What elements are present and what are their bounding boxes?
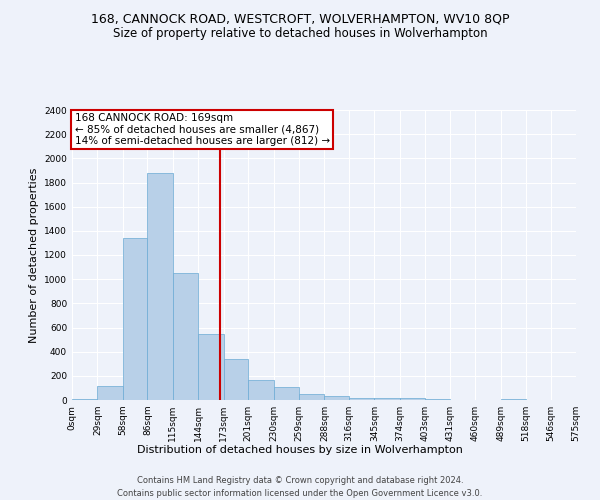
Bar bbox=[374, 398, 400, 400]
Text: Contains HM Land Registry data © Crown copyright and database right 2024.: Contains HM Land Registry data © Crown c… bbox=[137, 476, 463, 485]
Text: Distribution of detached houses by size in Wolverhampton: Distribution of detached houses by size … bbox=[137, 445, 463, 455]
Bar bbox=[198, 334, 224, 400]
Bar bbox=[349, 398, 374, 400]
Bar bbox=[325, 396, 349, 400]
Text: Contains public sector information licensed under the Open Government Licence v3: Contains public sector information licen… bbox=[118, 488, 482, 498]
Bar bbox=[173, 273, 198, 400]
Bar bbox=[299, 394, 325, 400]
Text: 168 CANNOCK ROAD: 169sqm
← 85% of detached houses are smaller (4,867)
14% of sem: 168 CANNOCK ROAD: 169sqm ← 85% of detach… bbox=[74, 113, 329, 146]
Y-axis label: Number of detached properties: Number of detached properties bbox=[29, 168, 38, 342]
Bar bbox=[400, 398, 425, 400]
Bar bbox=[274, 388, 299, 400]
Text: Size of property relative to detached houses in Wolverhampton: Size of property relative to detached ho… bbox=[113, 28, 487, 40]
Bar bbox=[224, 359, 248, 400]
Bar bbox=[500, 399, 526, 400]
Bar bbox=[123, 238, 148, 400]
Text: 168, CANNOCK ROAD, WESTCROFT, WOLVERHAMPTON, WV10 8QP: 168, CANNOCK ROAD, WESTCROFT, WOLVERHAMP… bbox=[91, 12, 509, 26]
Bar bbox=[148, 173, 173, 400]
Bar bbox=[97, 386, 123, 400]
Bar bbox=[248, 380, 274, 400]
